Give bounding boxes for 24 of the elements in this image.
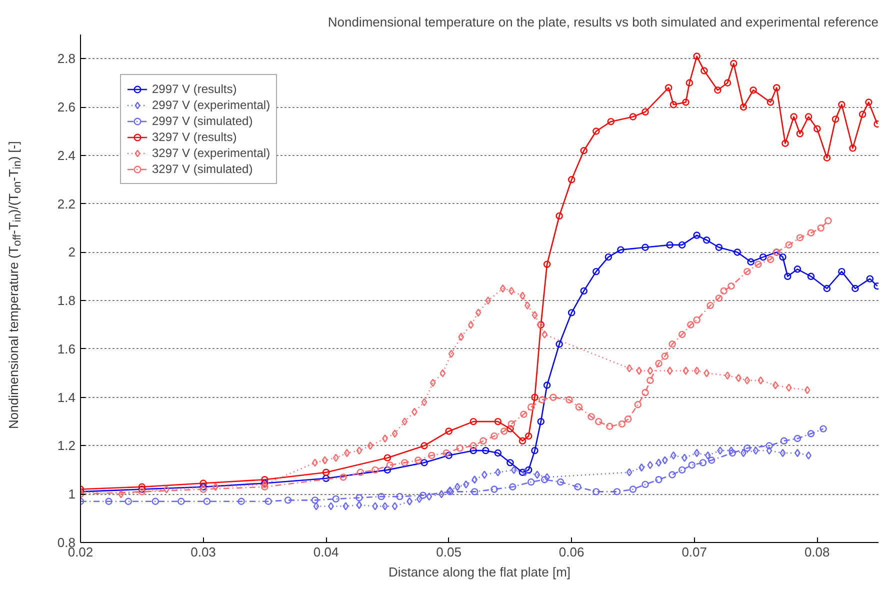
- legend-label: 2997 V (experimental): [152, 97, 270, 113]
- x-tick-label: 0.04: [313, 544, 339, 560]
- x-tick-label: 0.06: [558, 544, 584, 560]
- y-tick-label: 1.6: [57, 341, 76, 356]
- y-tick-label: 2: [68, 244, 76, 260]
- y-tick-label: 1.2: [57, 438, 76, 454]
- legend-label: 3297 V (simulated): [152, 161, 253, 177]
- legend-label: 3297 V (experimental): [152, 145, 270, 161]
- x-axis-title: Distance along the flat plate [m]: [388, 564, 571, 580]
- y-tick-label: 2.8: [57, 51, 76, 66]
- legend-label: 2997 V (simulated): [152, 113, 253, 129]
- x-tick-label: 0.07: [682, 544, 708, 560]
- legend-label: 2997 V (results): [152, 81, 237, 97]
- legend-label: 3297 V (results): [152, 129, 237, 145]
- x-tick-label: 0.08: [804, 544, 830, 560]
- y-tick-label: 2.2: [57, 196, 76, 212]
- y-tick-label: 2.4: [57, 148, 76, 163]
- y-tick-label: 1.4: [57, 390, 76, 405]
- y-tick-label: 1: [68, 486, 76, 502]
- y-tick-label: 1.8: [57, 293, 76, 308]
- y-tick-label: 2.6: [57, 100, 76, 115]
- x-tick-label: 0.05: [436, 544, 462, 560]
- x-tick-label: 0.03: [190, 544, 216, 560]
- chart-title: Nondimensional temperature on the plate, results vs both simulated and experimental reference: [328, 14, 878, 30]
